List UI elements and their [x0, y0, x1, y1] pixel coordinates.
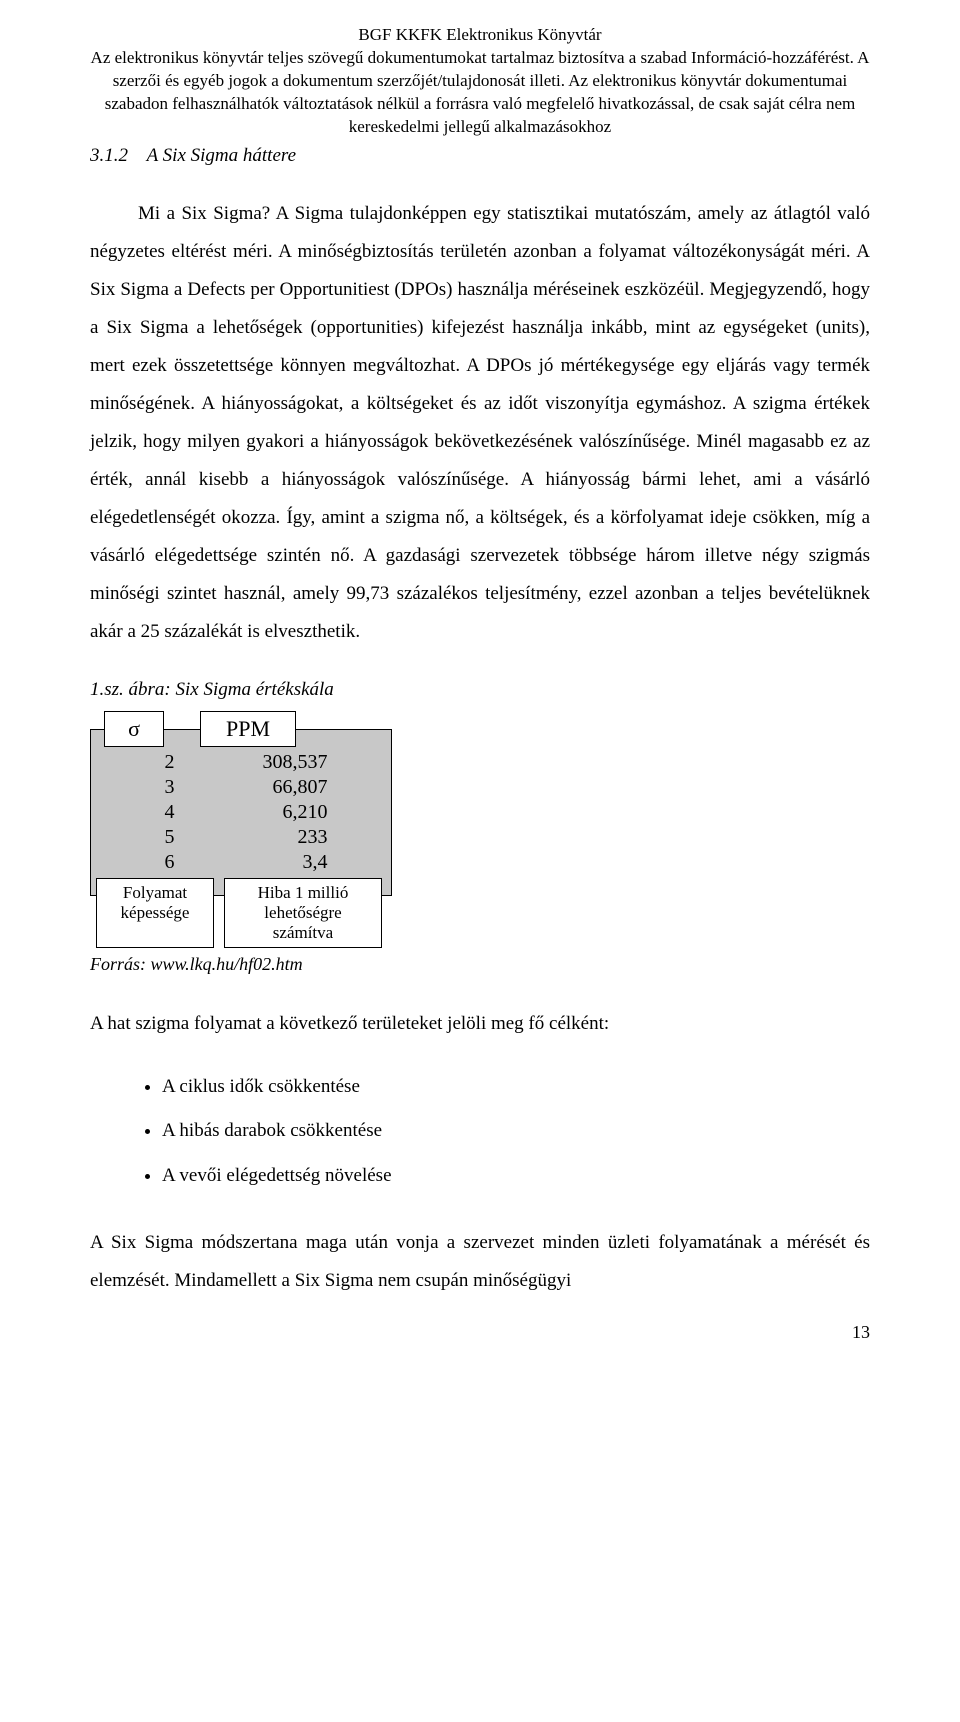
figure-cell-sigma: 5: [143, 825, 251, 850]
section-title: A Six Sigma háttere: [147, 145, 296, 166]
header-line-1: BGF KKFK Elektronikus Könyvtár: [90, 24, 870, 47]
document-header: BGF KKFK Elektronikus Könyvtár Az elektr…: [90, 24, 870, 139]
figure-footer-right-l1: Hiba 1 millió: [233, 883, 373, 903]
figure-cell-ppm: 3,4: [251, 850, 340, 875]
figure-gray-body: 2308,537 366,807 46,210 5233 63,4: [90, 729, 392, 896]
figure-cell-ppm: 233: [251, 825, 340, 850]
figure-row: 46,210: [143, 800, 340, 825]
figure-header-ppm: PPM: [200, 711, 296, 747]
figure-footer-left: Folyamat képessége: [96, 878, 214, 948]
figure-cell-sigma: 2: [143, 750, 251, 775]
bullet-item: A ciklus idők csökkentése: [162, 1065, 870, 1110]
bullet-item: A vevői elégedettség növelése: [162, 1154, 870, 1199]
figure-footer-left-l1: Folyamat: [105, 883, 205, 903]
figure-cell-ppm: 6,210: [251, 800, 340, 825]
figure-footer-left-l2: képessége: [105, 903, 205, 923]
figure-header-sigma: σ: [104, 711, 164, 747]
figure-footer-right: Hiba 1 millió lehetőségre számítva: [224, 878, 382, 948]
closing-paragraph: A Six Sigma módszertana maga után vonja …: [90, 1224, 870, 1300]
figure-row: 63,4: [143, 850, 340, 875]
figure-six-sigma-scale: σ PPM 2308,537 366,807 46,210 5233 63,4 …: [90, 711, 870, 948]
section-number: 3.1.2: [90, 145, 128, 166]
figure-cell-sigma: 4: [143, 800, 251, 825]
bullet-item: A hibás darabok csökkentése: [162, 1109, 870, 1154]
figure-footer-right-l3: számítva: [233, 923, 373, 943]
figure-row: 366,807: [143, 775, 340, 800]
section-heading: 3.1.2 A Six Sigma háttere: [90, 145, 870, 167]
figure-caption: 1.sz. ábra: Six Sigma értékskála: [90, 679, 870, 701]
figure-source: Forrás: www.lkq.hu/hf02.htm: [90, 954, 870, 975]
figure-footer-right-l2: lehetőségre: [233, 903, 373, 923]
figure-cell-ppm: 66,807: [251, 775, 340, 800]
page-number: 13: [90, 1322, 870, 1343]
figure-row: 5233: [143, 825, 340, 850]
figure-row: 2308,537: [143, 750, 340, 775]
figure-cell-sigma: 6: [143, 850, 251, 875]
figure-cell-sigma: 3: [143, 775, 251, 800]
after-figure-paragraph: A hat szigma folyamat a következő terüle…: [90, 1005, 870, 1043]
body-paragraph-1: Mi a Six Sigma? A Sigma tulajdonképpen e…: [90, 195, 870, 651]
figure-cell-ppm: 308,537: [251, 750, 340, 775]
header-line-2: Az elektronikus könyvtár teljes szövegű …: [90, 47, 870, 139]
bullet-list: A ciklus idők csökkentése A hibás darabo…: [90, 1065, 870, 1199]
figure-table: 2308,537 366,807 46,210 5233 63,4: [143, 750, 340, 875]
